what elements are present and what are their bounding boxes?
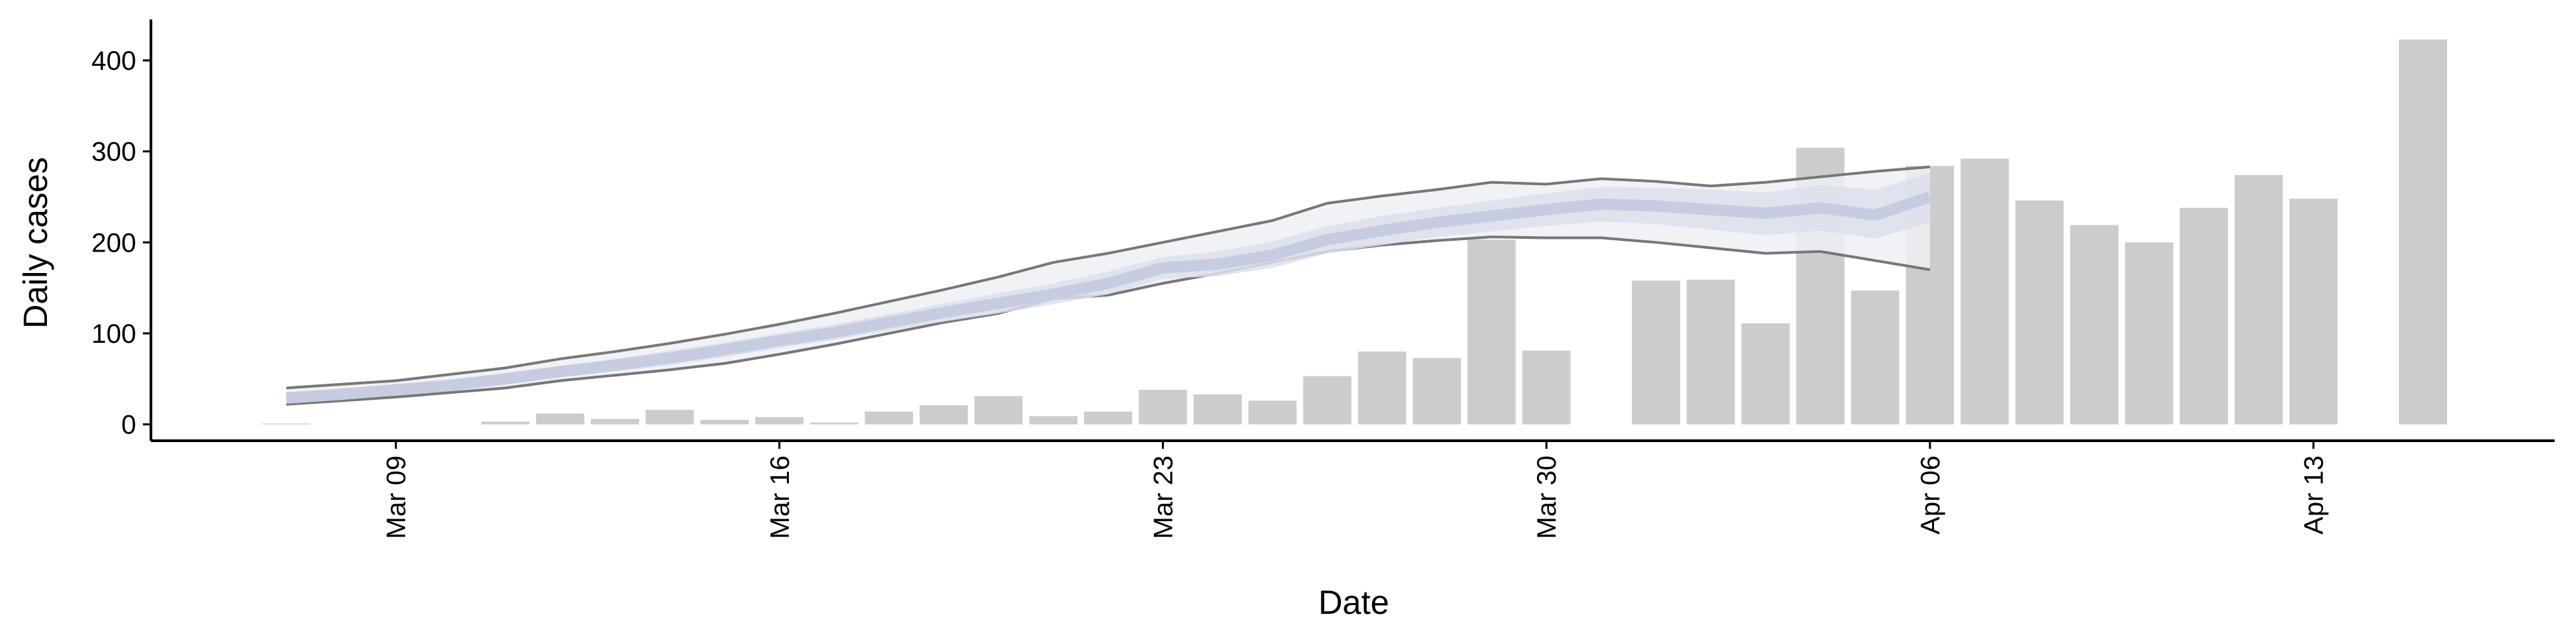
x-tick-label: Mar 23 (1149, 455, 1179, 539)
bar (2235, 174, 2283, 425)
y-tick-label: 200 (91, 228, 136, 258)
bar (645, 409, 694, 425)
bar (1029, 416, 1078, 425)
bar (2180, 207, 2229, 425)
median-line (286, 191, 1932, 404)
bar (1358, 352, 1407, 425)
bar (2015, 200, 2064, 425)
y-tick-label: 100 (91, 319, 136, 349)
bar (1631, 280, 1680, 425)
x-tick-label: Mar 30 (1532, 455, 1562, 539)
bar (1412, 358, 1461, 425)
bar (700, 419, 749, 425)
bar (1303, 376, 1352, 425)
x-tick-label: Apr 06 (1916, 455, 1945, 535)
bar (1522, 350, 1571, 425)
x-tick-label: Mar 16 (765, 455, 795, 539)
bar (919, 405, 968, 425)
y-axis-title: Daily cases (17, 157, 54, 329)
bar (1248, 400, 1297, 425)
interval-upper-line (286, 165, 1931, 390)
x-axis-title: Date (1318, 584, 1389, 621)
bar (536, 413, 585, 425)
bar (1083, 411, 1132, 425)
bar (1138, 390, 1187, 425)
y-tick-label: 300 (91, 138, 136, 167)
bar (810, 422, 859, 425)
bar (1686, 279, 1735, 425)
bar (2289, 199, 2338, 425)
bar (974, 396, 1023, 425)
bar (1193, 394, 1242, 425)
y-tick-label: 400 (91, 46, 136, 76)
bar (1467, 239, 1516, 425)
bar (262, 423, 311, 425)
bar (590, 419, 639, 425)
bar (1960, 158, 2009, 425)
bar (865, 411, 914, 425)
bar (2070, 225, 2118, 425)
bar (2125, 242, 2174, 425)
x-tick-label: Apr 13 (2300, 455, 2329, 535)
bar (1741, 323, 1790, 425)
interval-lower-line (286, 235, 1931, 406)
bar (2399, 39, 2447, 425)
bar (1851, 290, 1900, 425)
y-tick-label: 0 (121, 411, 136, 440)
bar (755, 417, 804, 425)
x-tick-label: Mar 09 (382, 455, 411, 539)
bar (481, 421, 530, 425)
